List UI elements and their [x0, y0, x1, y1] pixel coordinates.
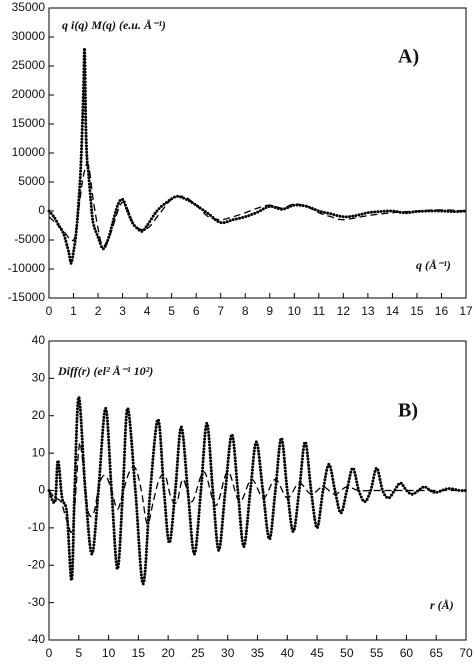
- x-tick-label: 70: [459, 646, 473, 660]
- x-tick-label: 50: [340, 646, 354, 660]
- x-tick-label: 0: [46, 304, 53, 318]
- x-tick-label: 30: [221, 646, 235, 660]
- x-tick-label: 11: [313, 304, 326, 318]
- series-line: [47, 395, 468, 586]
- x-tick-label: 0: [46, 646, 53, 660]
- x-tick-label: 45: [310, 646, 324, 660]
- x-tick-label: 17: [459, 304, 473, 318]
- x-tick-label: 55: [370, 646, 384, 660]
- x-tick-label: 65: [430, 646, 444, 660]
- y-tick-label: 35000: [12, 0, 46, 14]
- x-tick-label: 16: [435, 304, 449, 318]
- y-tick-label: 30: [32, 371, 46, 385]
- y-tick-label: -5000: [14, 232, 45, 246]
- x-tick-label: 12: [337, 304, 351, 318]
- x-tick-label: 7: [217, 304, 224, 318]
- y-tick-label: -15000: [8, 290, 46, 304]
- x-tick-label: 9: [266, 304, 273, 318]
- x-tick-label: 1: [70, 304, 77, 318]
- x-axis-label: q (Å⁻¹): [416, 258, 451, 272]
- y-tick-label: -10000: [8, 261, 46, 275]
- x-axis-label: r (Å): [430, 598, 454, 612]
- y-tick-label: 25000: [12, 58, 46, 72]
- y-axis-label: Diff(r) (el² Å⁻¹ 10²): [57, 364, 153, 378]
- series-line: [47, 46, 468, 265]
- series-line: [48, 163, 467, 247]
- x-tick-label: 4: [144, 304, 151, 318]
- x-tick-label: 40: [281, 646, 295, 660]
- x-tick-label: 35: [251, 646, 265, 660]
- x-tick-label: 5: [75, 646, 82, 660]
- y-tick-label: -30: [28, 595, 46, 609]
- y-tick-label: -10: [28, 520, 46, 534]
- x-tick-label: 25: [191, 646, 205, 660]
- y-tick-label: 10: [32, 445, 46, 459]
- x-tick-label: 10: [102, 646, 116, 660]
- x-tick-label: 5: [168, 304, 175, 318]
- y-tick-label: 20000: [12, 87, 46, 101]
- x-tick-label: 15: [132, 646, 146, 660]
- panel-label: B): [398, 400, 418, 422]
- y-tick-label: 40: [32, 333, 46, 347]
- x-tick-label: 2: [95, 304, 102, 318]
- x-tick-label: 13: [361, 304, 375, 318]
- y-tick-label: 20: [32, 408, 46, 422]
- y-tick-label: 5000: [18, 174, 45, 188]
- x-tick-label: 10: [288, 304, 302, 318]
- y-tick-label: -20: [28, 557, 46, 571]
- x-tick-label: 60: [400, 646, 414, 660]
- y-tick-label: 30000: [12, 29, 46, 43]
- y-tick-label: 0: [38, 203, 45, 217]
- y-axis-label: q i(q) M(q) (e.u. Å⁻¹): [62, 18, 166, 32]
- x-tick-label: 20: [161, 646, 175, 660]
- panel-label: A): [398, 46, 419, 68]
- x-tick-label: 3: [119, 304, 126, 318]
- x-tick-label: 6: [193, 304, 200, 318]
- y-tick-label: 0: [38, 483, 45, 497]
- y-tick-label: 15000: [12, 116, 46, 130]
- y-tick-label: 10000: [12, 145, 46, 159]
- y-tick-label: -40: [28, 632, 46, 646]
- x-tick-label: 8: [242, 304, 249, 318]
- x-tick-label: 15: [410, 304, 424, 318]
- x-tick-label: 14: [386, 304, 400, 318]
- series-line: [48, 441, 466, 533]
